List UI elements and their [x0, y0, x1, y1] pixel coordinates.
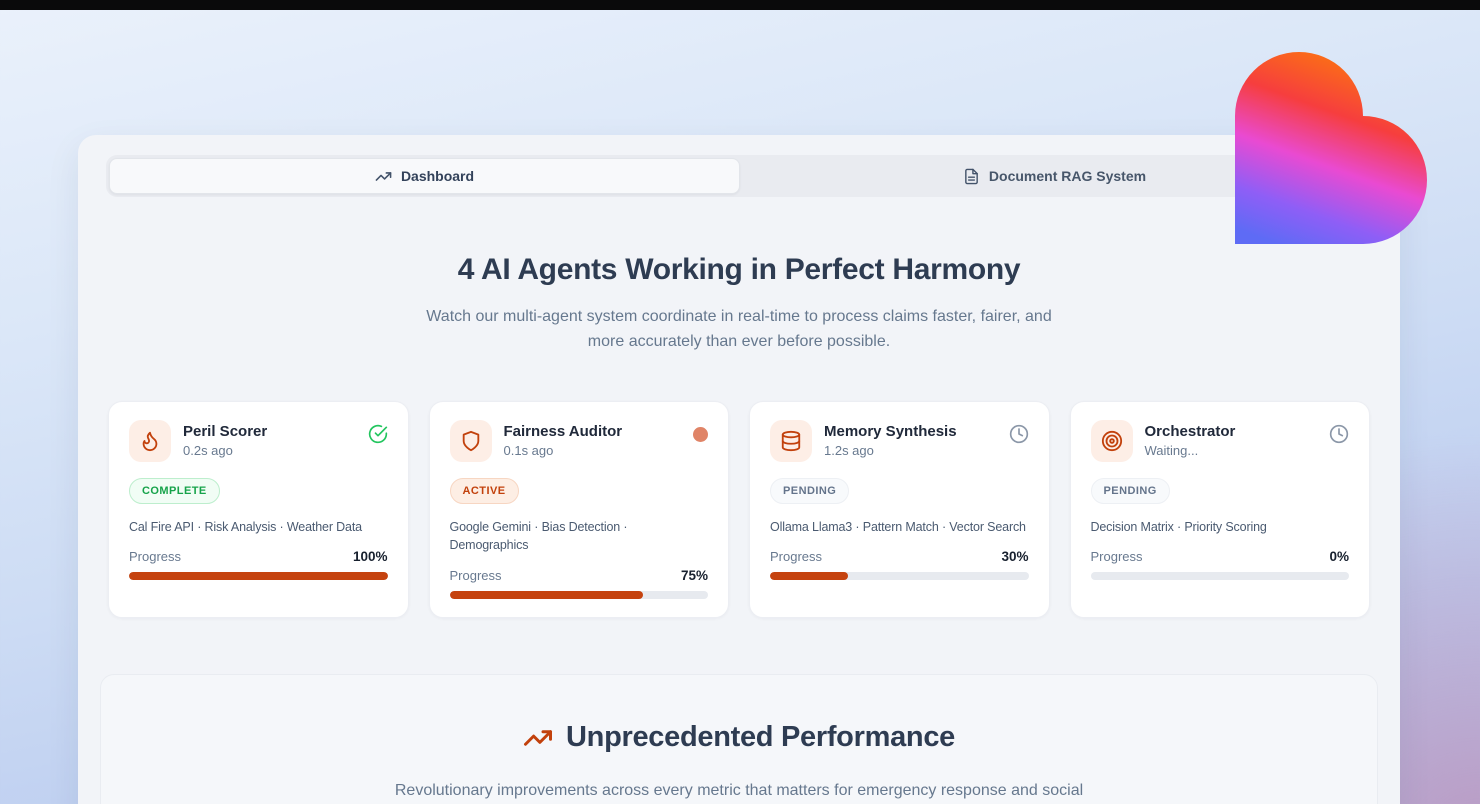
agent-status-slot: [1009, 424, 1029, 444]
tab-label: Dashboard: [400, 168, 475, 184]
progress-label: Progress: [449, 568, 502, 584]
progress-bar: [129, 572, 388, 581]
status-badge: PENDING: [770, 477, 850, 504]
agent-name: Orchestrator: [1144, 423, 1236, 441]
status-badge: ACTIVE: [449, 477, 519, 504]
agent-name: Peril Scorer: [183, 423, 268, 441]
card-header: Orchestrator Waiting...: [1090, 419, 1350, 462]
agent-status-slot: [693, 424, 708, 444]
progress-bar: [770, 572, 1029, 581]
card-header: Memory Synthesis 1.2s ago: [770, 419, 1029, 462]
progress-value: 100%: [352, 549, 388, 565]
clock-icon: [1009, 424, 1028, 443]
agent-icon-box: [770, 419, 812, 462]
performance-section: Unprecedented Performance Revolutionary …: [100, 674, 1378, 804]
main-panel: Dashboard Document RAG System 4 AI Agent…: [78, 135, 1400, 804]
page-title: 4 AI Agents Working in Perfect Harmony: [457, 253, 1021, 286]
check-circle-icon: [368, 424, 387, 443]
agent-timestamp: 1.2s ago: [824, 443, 874, 459]
status-badge: COMPLETE: [129, 477, 220, 504]
progress-bar: [449, 591, 708, 600]
agent-icon-box: [1090, 419, 1133, 462]
trending-up-icon: [375, 171, 392, 181]
agent-timestamp: 0.2s ago: [183, 443, 233, 459]
target-icon: [1101, 430, 1122, 451]
agent-timestamp: 0.1s ago: [503, 443, 554, 459]
progress-value: 75%: [680, 568, 708, 584]
agent-tech-list: Decision Matrix · Priority Scoring: [1090, 519, 1267, 534]
agent-status-slot: [368, 424, 388, 444]
section-title: Unprecedented Performance: [566, 721, 955, 754]
section-subtitle: Revolutionary improvements across every …: [394, 782, 1084, 800]
file-text-icon: [965, 168, 978, 184]
agent-tech-list: Ollama Llama3 · Pattern Match · Vector S…: [770, 519, 1026, 534]
card-header: Peril Scorer 0.2s ago: [129, 419, 388, 462]
agent-icon-box: [129, 419, 171, 462]
agent-tech-list: Google Gemini · Bias Detection · Demogra…: [449, 519, 628, 553]
agent-cards-row: Peril Scorer 0.2s ago COMPLETE Cal Fire …: [108, 400, 1370, 619]
window-top-bar: [0, 0, 1480, 10]
agent-icon-box: [449, 419, 492, 462]
progress-label: Progress: [770, 549, 823, 565]
trending-up-icon: [524, 729, 553, 746]
agent-card-orchestrator: Orchestrator Waiting... PENDING Decision…: [1069, 400, 1370, 619]
tab-bar: Dashboard Document RAG System: [106, 155, 1372, 197]
tab-label: Document RAG System: [988, 168, 1147, 184]
database-icon: [781, 430, 801, 451]
pulse-dot-icon: [693, 426, 708, 442]
page-subtitle: Watch our multi-agent system coordinate …: [426, 308, 1052, 350]
agent-name: Memory Synthesis: [824, 423, 957, 441]
tab-dashboard[interactable]: Dashboard: [109, 158, 740, 194]
progress-bar: [1090, 572, 1349, 581]
flame-icon: [142, 431, 158, 451]
agent-card-fairness-auditor: Fairness Auditor 0.1s ago ACTIVE Google …: [428, 400, 729, 619]
heart-logo: [1235, 52, 1427, 244]
agent-card-memory-synthesis: Memory Synthesis 1.2s ago PENDING Ollama…: [749, 400, 1050, 619]
hero-section: 4 AI Agents Working in Perfect Harmony W…: [106, 253, 1372, 355]
progress-label: Progress: [129, 549, 182, 565]
progress-label: Progress: [1090, 549, 1143, 565]
agent-tech-list: Cal Fire API · Risk Analysis · Weather D…: [129, 519, 362, 534]
clock-icon: [1329, 424, 1349, 443]
progress-bar-fill: [770, 572, 848, 581]
agent-card-peril-scorer: Peril Scorer 0.2s ago COMPLETE Cal Fire …: [108, 400, 409, 619]
shield-icon: [462, 430, 479, 451]
progress-value: 30%: [1001, 549, 1029, 565]
agent-status-slot: [1329, 424, 1349, 444]
tab-document-rag-system[interactable]: Document RAG System: [740, 158, 1369, 194]
status-badge: PENDING: [1090, 477, 1170, 504]
card-header: Fairness Auditor 0.1s ago: [449, 419, 708, 462]
agent-timestamp: Waiting...: [1144, 443, 1199, 459]
progress-bar-fill: [449, 591, 644, 600]
progress-bar-fill: [129, 572, 388, 581]
progress-value: 0%: [1329, 549, 1349, 565]
agent-name: Fairness Auditor: [503, 423, 623, 441]
